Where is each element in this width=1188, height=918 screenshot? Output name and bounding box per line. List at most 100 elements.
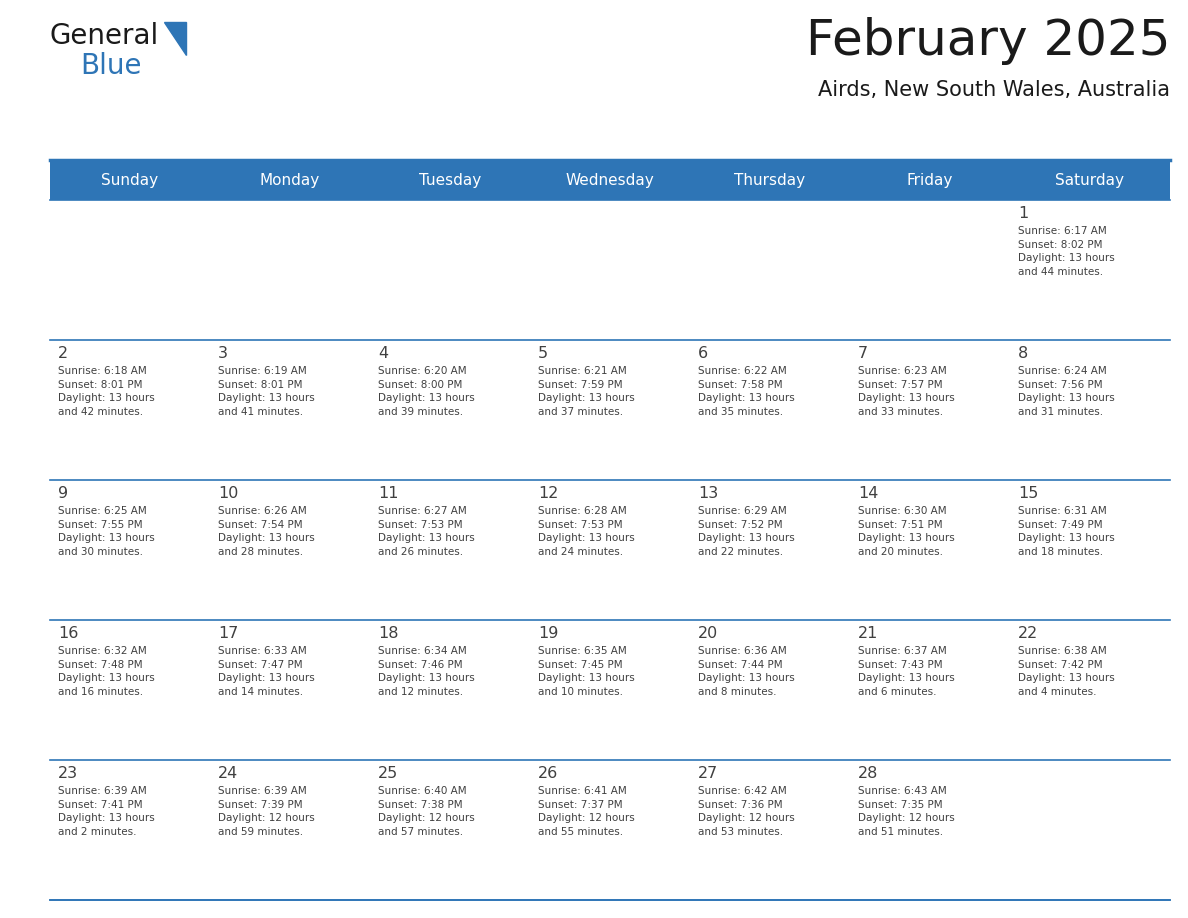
Bar bbox=[690, 200, 849, 340]
Text: 28: 28 bbox=[858, 766, 878, 781]
Bar bbox=[530, 620, 690, 760]
Bar bbox=[369, 760, 530, 900]
Text: 24: 24 bbox=[219, 766, 239, 781]
Text: 8: 8 bbox=[1018, 346, 1029, 361]
Bar bbox=[210, 480, 369, 620]
Text: 4: 4 bbox=[378, 346, 388, 361]
Bar bbox=[50, 760, 210, 900]
Text: Thursday: Thursday bbox=[734, 173, 805, 187]
Text: 22: 22 bbox=[1018, 626, 1038, 641]
Bar bbox=[849, 340, 1010, 480]
Bar bbox=[1010, 340, 1170, 480]
Text: 16: 16 bbox=[58, 626, 78, 641]
Bar bbox=[50, 340, 210, 480]
Text: Sunrise: 6:43 AM
Sunset: 7:35 PM
Daylight: 12 hours
and 51 minutes.: Sunrise: 6:43 AM Sunset: 7:35 PM Dayligh… bbox=[858, 786, 955, 837]
Bar bbox=[849, 760, 1010, 900]
Bar bbox=[530, 200, 690, 340]
Text: 3: 3 bbox=[219, 346, 228, 361]
Bar bbox=[530, 760, 690, 900]
Text: 14: 14 bbox=[858, 486, 878, 501]
Bar bbox=[369, 340, 530, 480]
Text: Sunrise: 6:18 AM
Sunset: 8:01 PM
Daylight: 13 hours
and 42 minutes.: Sunrise: 6:18 AM Sunset: 8:01 PM Dayligh… bbox=[58, 366, 154, 417]
Bar bbox=[1010, 480, 1170, 620]
Bar bbox=[210, 340, 369, 480]
Text: Sunrise: 6:39 AM
Sunset: 7:41 PM
Daylight: 13 hours
and 2 minutes.: Sunrise: 6:39 AM Sunset: 7:41 PM Dayligh… bbox=[58, 786, 154, 837]
Text: Tuesday: Tuesday bbox=[419, 173, 481, 187]
Text: 5: 5 bbox=[538, 346, 548, 361]
Text: 10: 10 bbox=[219, 486, 239, 501]
Text: 27: 27 bbox=[699, 766, 719, 781]
Text: Sunrise: 6:25 AM
Sunset: 7:55 PM
Daylight: 13 hours
and 30 minutes.: Sunrise: 6:25 AM Sunset: 7:55 PM Dayligh… bbox=[58, 506, 154, 557]
Bar bbox=[690, 620, 849, 760]
Text: Sunday: Sunday bbox=[101, 173, 158, 187]
Text: Sunrise: 6:30 AM
Sunset: 7:51 PM
Daylight: 13 hours
and 20 minutes.: Sunrise: 6:30 AM Sunset: 7:51 PM Dayligh… bbox=[858, 506, 955, 557]
Text: 11: 11 bbox=[378, 486, 398, 501]
Bar bbox=[210, 760, 369, 900]
Text: Sunrise: 6:33 AM
Sunset: 7:47 PM
Daylight: 13 hours
and 14 minutes.: Sunrise: 6:33 AM Sunset: 7:47 PM Dayligh… bbox=[219, 646, 315, 697]
Text: 7: 7 bbox=[858, 346, 868, 361]
Bar bbox=[1010, 200, 1170, 340]
Bar bbox=[369, 200, 530, 340]
Bar bbox=[210, 200, 369, 340]
Bar bbox=[530, 480, 690, 620]
Text: Sunrise: 6:37 AM
Sunset: 7:43 PM
Daylight: 13 hours
and 6 minutes.: Sunrise: 6:37 AM Sunset: 7:43 PM Dayligh… bbox=[858, 646, 955, 697]
Text: 6: 6 bbox=[699, 346, 708, 361]
Bar bbox=[690, 340, 849, 480]
Polygon shape bbox=[164, 22, 187, 55]
Text: Sunrise: 6:42 AM
Sunset: 7:36 PM
Daylight: 12 hours
and 53 minutes.: Sunrise: 6:42 AM Sunset: 7:36 PM Dayligh… bbox=[699, 786, 795, 837]
Text: Sunrise: 6:24 AM
Sunset: 7:56 PM
Daylight: 13 hours
and 31 minutes.: Sunrise: 6:24 AM Sunset: 7:56 PM Dayligh… bbox=[1018, 366, 1114, 417]
Text: 19: 19 bbox=[538, 626, 558, 641]
Text: Sunrise: 6:19 AM
Sunset: 8:01 PM
Daylight: 13 hours
and 41 minutes.: Sunrise: 6:19 AM Sunset: 8:01 PM Dayligh… bbox=[219, 366, 315, 417]
Text: Sunrise: 6:34 AM
Sunset: 7:46 PM
Daylight: 13 hours
and 12 minutes.: Sunrise: 6:34 AM Sunset: 7:46 PM Dayligh… bbox=[378, 646, 475, 697]
Text: Sunrise: 6:39 AM
Sunset: 7:39 PM
Daylight: 12 hours
and 59 minutes.: Sunrise: 6:39 AM Sunset: 7:39 PM Dayligh… bbox=[219, 786, 315, 837]
Bar bbox=[50, 480, 210, 620]
Bar bbox=[1010, 620, 1170, 760]
Text: Sunrise: 6:31 AM
Sunset: 7:49 PM
Daylight: 13 hours
and 18 minutes.: Sunrise: 6:31 AM Sunset: 7:49 PM Dayligh… bbox=[1018, 506, 1114, 557]
Text: Sunrise: 6:28 AM
Sunset: 7:53 PM
Daylight: 13 hours
and 24 minutes.: Sunrise: 6:28 AM Sunset: 7:53 PM Dayligh… bbox=[538, 506, 634, 557]
Bar bbox=[530, 340, 690, 480]
Text: 18: 18 bbox=[378, 626, 398, 641]
Text: Airds, New South Wales, Australia: Airds, New South Wales, Australia bbox=[819, 80, 1170, 100]
Text: Sunrise: 6:32 AM
Sunset: 7:48 PM
Daylight: 13 hours
and 16 minutes.: Sunrise: 6:32 AM Sunset: 7:48 PM Dayligh… bbox=[58, 646, 154, 697]
Text: Friday: Friday bbox=[906, 173, 953, 187]
Text: February 2025: February 2025 bbox=[805, 17, 1170, 65]
Text: 25: 25 bbox=[378, 766, 398, 781]
Text: Sunrise: 6:35 AM
Sunset: 7:45 PM
Daylight: 13 hours
and 10 minutes.: Sunrise: 6:35 AM Sunset: 7:45 PM Dayligh… bbox=[538, 646, 634, 697]
Text: Sunrise: 6:36 AM
Sunset: 7:44 PM
Daylight: 13 hours
and 8 minutes.: Sunrise: 6:36 AM Sunset: 7:44 PM Dayligh… bbox=[699, 646, 795, 697]
Text: 9: 9 bbox=[58, 486, 68, 501]
Text: Wednesday: Wednesday bbox=[565, 173, 655, 187]
Text: Sunrise: 6:20 AM
Sunset: 8:00 PM
Daylight: 13 hours
and 39 minutes.: Sunrise: 6:20 AM Sunset: 8:00 PM Dayligh… bbox=[378, 366, 475, 417]
Text: Sunrise: 6:26 AM
Sunset: 7:54 PM
Daylight: 13 hours
and 28 minutes.: Sunrise: 6:26 AM Sunset: 7:54 PM Dayligh… bbox=[219, 506, 315, 557]
Text: 15: 15 bbox=[1018, 486, 1038, 501]
Text: Monday: Monday bbox=[260, 173, 320, 187]
Text: 1: 1 bbox=[1018, 206, 1029, 221]
Text: 2: 2 bbox=[58, 346, 68, 361]
Bar bbox=[690, 760, 849, 900]
Bar bbox=[369, 480, 530, 620]
Text: 12: 12 bbox=[538, 486, 558, 501]
Text: Sunrise: 6:17 AM
Sunset: 8:02 PM
Daylight: 13 hours
and 44 minutes.: Sunrise: 6:17 AM Sunset: 8:02 PM Dayligh… bbox=[1018, 226, 1114, 277]
Text: General: General bbox=[50, 22, 159, 50]
Text: Blue: Blue bbox=[80, 52, 141, 80]
Text: Sunrise: 6:38 AM
Sunset: 7:42 PM
Daylight: 13 hours
and 4 minutes.: Sunrise: 6:38 AM Sunset: 7:42 PM Dayligh… bbox=[1018, 646, 1114, 697]
Bar bbox=[50, 160, 1170, 200]
Bar bbox=[50, 200, 210, 340]
Bar bbox=[210, 620, 369, 760]
Bar bbox=[849, 620, 1010, 760]
Text: Sunrise: 6:27 AM
Sunset: 7:53 PM
Daylight: 13 hours
and 26 minutes.: Sunrise: 6:27 AM Sunset: 7:53 PM Dayligh… bbox=[378, 506, 475, 557]
Bar bbox=[50, 620, 210, 760]
Text: Sunrise: 6:23 AM
Sunset: 7:57 PM
Daylight: 13 hours
and 33 minutes.: Sunrise: 6:23 AM Sunset: 7:57 PM Dayligh… bbox=[858, 366, 955, 417]
Text: 21: 21 bbox=[858, 626, 878, 641]
Text: Sunrise: 6:41 AM
Sunset: 7:37 PM
Daylight: 12 hours
and 55 minutes.: Sunrise: 6:41 AM Sunset: 7:37 PM Dayligh… bbox=[538, 786, 634, 837]
Text: 20: 20 bbox=[699, 626, 719, 641]
Text: Sunrise: 6:29 AM
Sunset: 7:52 PM
Daylight: 13 hours
and 22 minutes.: Sunrise: 6:29 AM Sunset: 7:52 PM Dayligh… bbox=[699, 506, 795, 557]
Text: Saturday: Saturday bbox=[1055, 173, 1125, 187]
Bar bbox=[369, 620, 530, 760]
Bar bbox=[849, 200, 1010, 340]
Text: 26: 26 bbox=[538, 766, 558, 781]
Text: Sunrise: 6:21 AM
Sunset: 7:59 PM
Daylight: 13 hours
and 37 minutes.: Sunrise: 6:21 AM Sunset: 7:59 PM Dayligh… bbox=[538, 366, 634, 417]
Text: Sunrise: 6:22 AM
Sunset: 7:58 PM
Daylight: 13 hours
and 35 minutes.: Sunrise: 6:22 AM Sunset: 7:58 PM Dayligh… bbox=[699, 366, 795, 417]
Bar bbox=[1010, 760, 1170, 900]
Text: 17: 17 bbox=[219, 626, 239, 641]
Text: 23: 23 bbox=[58, 766, 78, 781]
